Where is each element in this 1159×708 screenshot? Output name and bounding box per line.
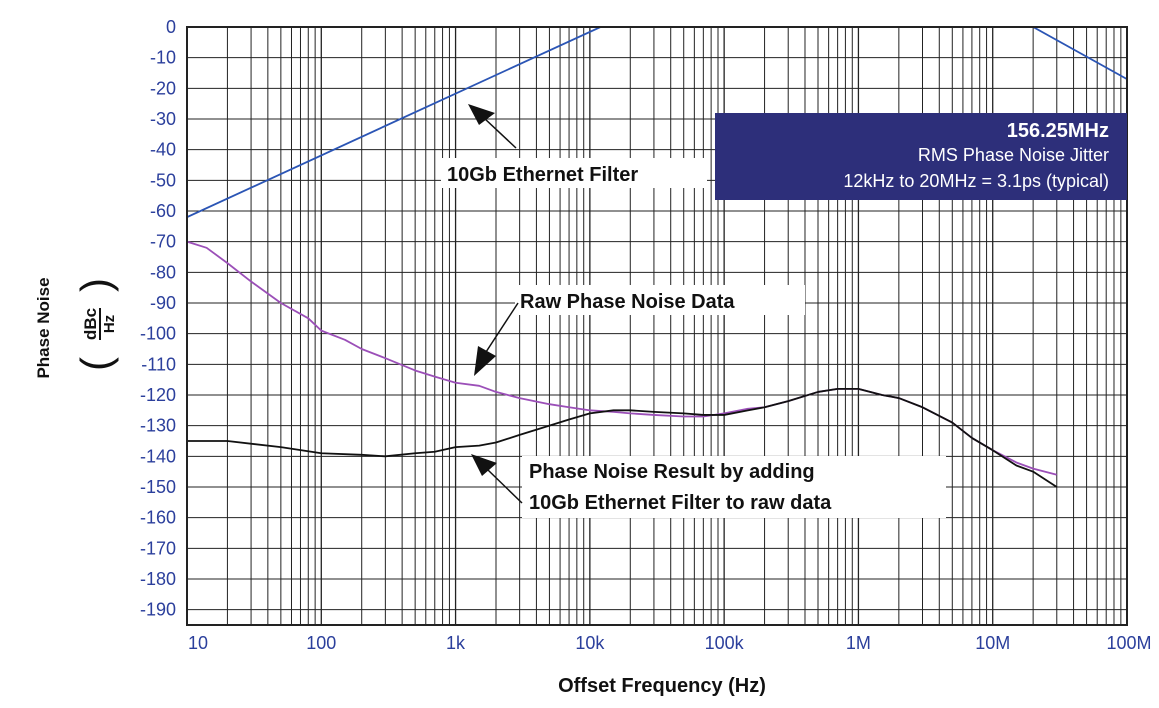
y-tick-label: -100	[140, 324, 176, 344]
raw-label-bg	[515, 285, 805, 315]
raw-arrow-line	[485, 302, 519, 353]
info-box-line1: RMS Phase Noise Jitter	[918, 145, 1109, 165]
x-axis-title: Offset Frequency (Hz)	[558, 675, 766, 697]
series-line-filter	[187, 27, 1127, 218]
result-label-bg	[522, 456, 946, 518]
y-tick-label: -160	[140, 508, 176, 528]
x-tick-label: 10	[188, 633, 208, 653]
x-tick-label: 10k	[575, 633, 605, 653]
x-tick-label: 1M	[846, 633, 871, 653]
y-tick-label: -90	[150, 293, 176, 313]
y-units-open-paren: (	[72, 357, 119, 371]
y-units-close-paren: )	[72, 278, 119, 292]
x-tick-label: 10M	[975, 633, 1010, 653]
annotations: 10Gb Ethernet Filter Raw Phase Noise Dat…	[441, 104, 946, 518]
y-tick-label: -20	[150, 78, 176, 98]
y-tick-label: -80	[150, 262, 176, 282]
info-box-background	[715, 113, 1127, 200]
plot-frame	[186, 26, 1128, 626]
y-tick-label: -170	[140, 538, 176, 558]
info-box-line2: 12kHz to 20MHz = 3.1ps (typical)	[843, 171, 1109, 191]
raw-label: Raw Phase Noise Data	[520, 291, 735, 313]
result-label-line1: Phase Noise Result by adding	[529, 461, 815, 483]
series-line-result	[187, 387, 1058, 488]
result-arrow-line	[487, 469, 523, 504]
y-tick-label: -110	[141, 354, 176, 374]
y-tick-label: -140	[140, 446, 176, 466]
y-tick-label: -10	[150, 48, 176, 68]
x-tick-label: 100k	[705, 633, 745, 653]
filter-label: 10Gb Ethernet Filter	[447, 164, 638, 186]
raw-arrow-head	[474, 346, 496, 376]
y-tick-label: 0	[166, 17, 176, 37]
info-box: 156.25MHz RMS Phase Noise Jitter 12kHz t…	[715, 113, 1127, 200]
y-tick-label: -130	[140, 416, 176, 436]
series-layer	[187, 27, 1127, 488]
y-axis-title: Phase Noise	[34, 277, 53, 378]
y-tick-label: -60	[150, 201, 176, 221]
filter-arrow-line	[483, 117, 517, 149]
y-tick-label: -120	[140, 385, 176, 405]
x-tick-label: 1k	[446, 633, 466, 653]
y-units-numerator: dBc	[81, 308, 100, 340]
y-units-denominator: Hz	[101, 315, 118, 333]
y-tick-label: -50	[150, 170, 176, 190]
info-box-title: 156.25MHz	[1007, 120, 1109, 142]
y-tick-label: -30	[150, 109, 176, 129]
y-tick-label: -150	[140, 477, 176, 497]
x-tick-label: 100M	[1106, 633, 1151, 653]
x-tick-label: 100	[306, 633, 336, 653]
y-tick-labels: 0 -10 -20 -30 -40 -50 -60 -70 -80 -90 -100 -110 -120…	[140, 17, 176, 620]
filter-arrow-head	[468, 104, 495, 125]
filter-label-bg	[441, 158, 707, 188]
result-arrow-head	[471, 454, 497, 476]
y-tick-label: -180	[140, 569, 176, 589]
y-axis-units: ( dBc Hz )	[72, 278, 119, 371]
y-tick-label: -40	[150, 140, 176, 160]
x-tick-labels: 10 100 1k 10k 100k 1M 10M 100M	[188, 633, 1152, 653]
y-tick-label: -190	[140, 600, 176, 620]
result-label-line2: 10Gb Ethernet Filter to raw data	[529, 492, 832, 514]
y-tick-label: -70	[150, 232, 176, 252]
